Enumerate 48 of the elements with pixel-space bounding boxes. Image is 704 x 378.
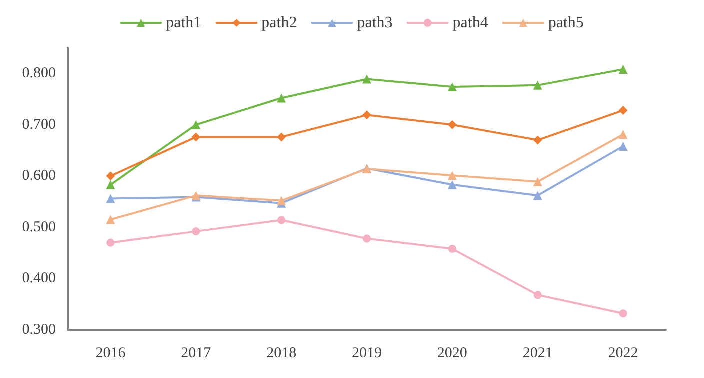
y-tick-label: 0.500: [22, 219, 56, 236]
point: [106, 238, 115, 247]
point: [448, 244, 456, 253]
point: [106, 215, 116, 224]
legend-label: path5: [548, 14, 584, 32]
point: [534, 291, 542, 300]
legend-label: path4: [452, 14, 488, 32]
x-tick-label: 2017: [181, 346, 212, 362]
y-tick-label: 0.600: [22, 168, 56, 184]
legend-label: path3: [357, 14, 393, 32]
point: [448, 180, 457, 190]
point: [278, 216, 286, 224]
legend-label: path2: [262, 14, 298, 32]
point: [363, 234, 371, 243]
point: [277, 94, 286, 103]
point: [533, 80, 542, 90]
point: [192, 228, 200, 236]
legend-label: path1: [166, 14, 202, 32]
point: [106, 180, 116, 190]
y-tick-label: 0.400: [22, 270, 56, 287]
point: [618, 142, 628, 151]
point: [277, 196, 286, 206]
point: [106, 194, 116, 204]
point: [618, 106, 628, 116]
y-tick-label: 0.300: [22, 322, 56, 338]
x-tick-label: 2018: [266, 346, 297, 362]
y-tick-label: 0.800: [22, 66, 56, 82]
point: [192, 132, 201, 142]
point: [448, 120, 457, 130]
point: [533, 136, 542, 145]
point: [619, 310, 628, 318]
x-tick-label: 2016: [96, 346, 126, 362]
point: [362, 110, 372, 120]
point: [448, 82, 457, 92]
x-tick-label: 2021: [522, 346, 553, 362]
point: [192, 120, 201, 130]
point: [533, 191, 542, 200]
point: [448, 171, 457, 180]
point: [362, 74, 372, 84]
x-tick-label: 2020: [437, 346, 468, 362]
point: [618, 65, 628, 74]
point: [533, 177, 542, 186]
point: [618, 130, 628, 140]
x-tick-label: 2022: [608, 346, 638, 362]
x-tick-label: 2019: [352, 346, 382, 362]
y-tick-label: 0.700: [22, 116, 56, 133]
point: [277, 132, 286, 142]
point: [106, 172, 116, 181]
